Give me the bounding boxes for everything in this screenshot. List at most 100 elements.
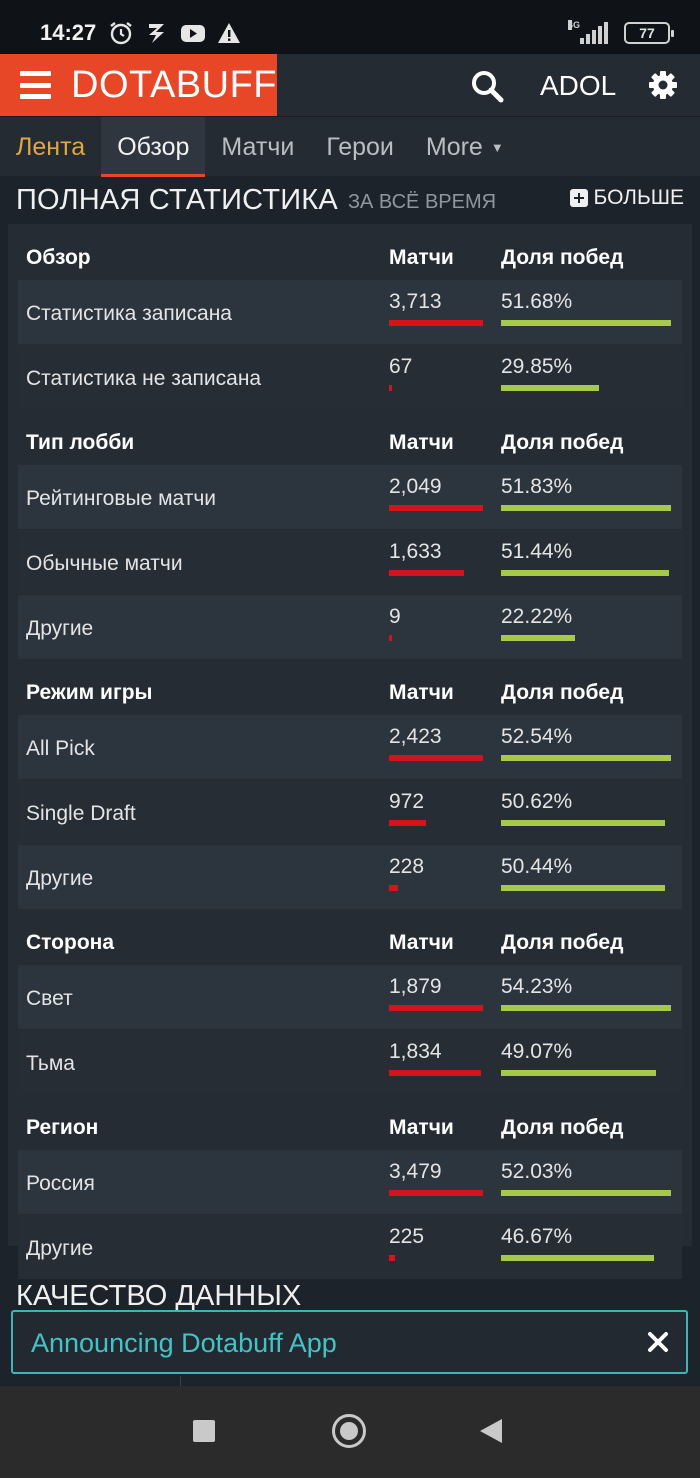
- search-icon[interactable]: [470, 69, 504, 103]
- brand-logo[interactable]: DOTABUFF: [71, 63, 277, 106]
- matches-bar: [389, 820, 426, 826]
- matches-value: 972: [389, 790, 425, 813]
- stats-panel: Обзор Матчи Доля побед Статистика записана 3…: [8, 224, 692, 1279]
- row-label: Статистика записана: [26, 302, 232, 325]
- row-label: Свет: [26, 987, 73, 1010]
- banner-link[interactable]: Announcing Dotabuff App: [31, 1328, 337, 1358]
- matches-bar: [389, 505, 483, 511]
- group-header-lobby-type: Тип лобби Матчи Доля побед: [8, 409, 692, 465]
- stats-row[interactable]: Статистика не записана 67 29.85%: [18, 345, 682, 409]
- stats-row[interactable]: Другие 228 50.44%: [18, 845, 682, 909]
- winrate-value: 51.68%: [501, 290, 573, 313]
- row-label: All Pick: [26, 737, 95, 760]
- tab-feed[interactable]: Лента: [16, 132, 86, 161]
- stats-row[interactable]: Россия 3,479 52.03%: [18, 1150, 682, 1214]
- app-header: DOTABUFF ADOL: [0, 54, 700, 116]
- column-header-winrate: Доля побед: [501, 1116, 624, 1139]
- data-quality-title: КАЧЕСТВО ДАННЫХ: [16, 1280, 302, 1312]
- winrate-value: 46.67%: [501, 1225, 573, 1248]
- user-name-link[interactable]: ADOL: [540, 70, 617, 101]
- matches-bar: [389, 635, 392, 641]
- announcement-banner[interactable]: Announcing Dotabuff App: [11, 1310, 688, 1374]
- matches-bar: [389, 320, 483, 326]
- column-header-winrate: Доля побед: [501, 246, 624, 269]
- stats-row[interactable]: Тьма 1,834 49.07%: [18, 1030, 682, 1094]
- winrate-value: 22.22%: [501, 605, 573, 628]
- row-label: Статистика не записана: [26, 367, 262, 390]
- status-bar: 14:27 4G 77: [0, 0, 700, 54]
- matches-value: 1,879: [389, 975, 442, 998]
- stats-row[interactable]: Другие 9 22.22%: [18, 595, 682, 659]
- status-icons: [108, 20, 242, 46]
- more-button[interactable]: БОЛЬШЕ: [569, 186, 684, 210]
- winrate-bar: [501, 1005, 671, 1011]
- matches-value: 228: [389, 855, 425, 878]
- gear-icon[interactable]: [648, 70, 678, 100]
- column-header-matches: Матчи: [389, 681, 454, 704]
- winrate-value: 50.44%: [501, 855, 573, 878]
- tab-more[interactable]: More ▼: [425, 132, 504, 161]
- group-title: Тип лобби: [26, 431, 135, 454]
- matches-bar: [389, 1190, 483, 1196]
- app-icon: [149, 24, 164, 43]
- network-type: 4G: [568, 20, 581, 30]
- menu-icon[interactable]: [20, 71, 52, 99]
- winrate-bar: [501, 570, 669, 576]
- group-title: Режим игры: [26, 681, 153, 704]
- winrate-bar: [501, 635, 575, 641]
- row-label: Другие: [26, 1237, 94, 1260]
- stats-row[interactable]: All Pick 2,423 52.54%: [18, 715, 682, 779]
- stats-row[interactable]: Рейтинговые матчи 2,049 51.83%: [18, 465, 682, 529]
- row-label: Другие: [26, 867, 94, 890]
- nav-tabs: Лента Обзор Матчи Герои More ▼: [0, 116, 700, 177]
- recents-icon[interactable]: [193, 1420, 215, 1442]
- matches-bar: [389, 1070, 481, 1076]
- back-icon[interactable]: [480, 1419, 502, 1443]
- system-nav-bar: [0, 1386, 700, 1478]
- column-header-winrate: Доля побед: [501, 931, 624, 954]
- stats-row[interactable]: Другие 225 46.67%: [18, 1215, 682, 1279]
- close-icon[interactable]: [646, 1330, 670, 1354]
- group-title: Сторона: [26, 931, 115, 954]
- stats-row[interactable]: Статистика записана 3,713 51.68%: [18, 280, 682, 344]
- tab-matches[interactable]: Матчи: [221, 132, 295, 161]
- matches-value: 1,633: [389, 540, 442, 563]
- matches-value: 225: [389, 1225, 425, 1248]
- home-icon[interactable]: [332, 1414, 366, 1448]
- column-header-winrate: Доля побед: [501, 681, 624, 704]
- matches-bar: [389, 885, 398, 891]
- youtube-icon: [181, 25, 205, 42]
- section-title: ПОЛНАЯ СТАТИСТИКА: [16, 183, 338, 216]
- matches-value: 2,049: [389, 475, 442, 498]
- battery-icon: 77: [624, 22, 674, 44]
- winrate-bar: [501, 885, 665, 891]
- tab-heroes[interactable]: Герои: [326, 132, 394, 161]
- matches-value: 9: [389, 605, 401, 628]
- winrate-bar: [501, 505, 671, 511]
- page-footer-edge: [0, 1376, 700, 1386]
- column-header-matches: Матчи: [389, 1116, 454, 1139]
- matches-value: 1,834: [389, 1040, 442, 1063]
- column-header-matches: Матчи: [389, 246, 454, 269]
- winrate-bar: [501, 755, 671, 761]
- stats-row[interactable]: Обычные матчи 1,633 51.44%: [18, 530, 682, 594]
- group-header-side: Сторона Матчи Доля побед: [8, 909, 692, 965]
- group-header-region: Регион Матчи Доля побед: [8, 1094, 692, 1150]
- stats-row[interactable]: Single Draft 972 50.62%: [18, 780, 682, 844]
- more-button-label: БОЛЬШЕ: [593, 186, 684, 209]
- winrate-bar: [501, 820, 665, 826]
- tab-overview[interactable]: Обзор: [101, 117, 206, 177]
- winrate-bar: [501, 1190, 671, 1196]
- matches-bar: [389, 1005, 483, 1011]
- group-header-overview: Обзор Матчи Доля побед: [8, 224, 692, 280]
- column-header-matches: Матчи: [389, 431, 454, 454]
- matches-value: 3,713: [389, 290, 442, 313]
- winrate-bar: [501, 320, 671, 326]
- column-header-winrate: Доля побед: [501, 431, 624, 454]
- column-header-matches: Матчи: [389, 931, 454, 954]
- row-label: Тьма: [26, 1052, 75, 1075]
- matches-value: 3,479: [389, 1160, 442, 1183]
- winrate-value: 51.83%: [501, 475, 573, 498]
- stats-row[interactable]: Свет 1,879 54.23%: [18, 965, 682, 1029]
- matches-bar: [389, 755, 483, 761]
